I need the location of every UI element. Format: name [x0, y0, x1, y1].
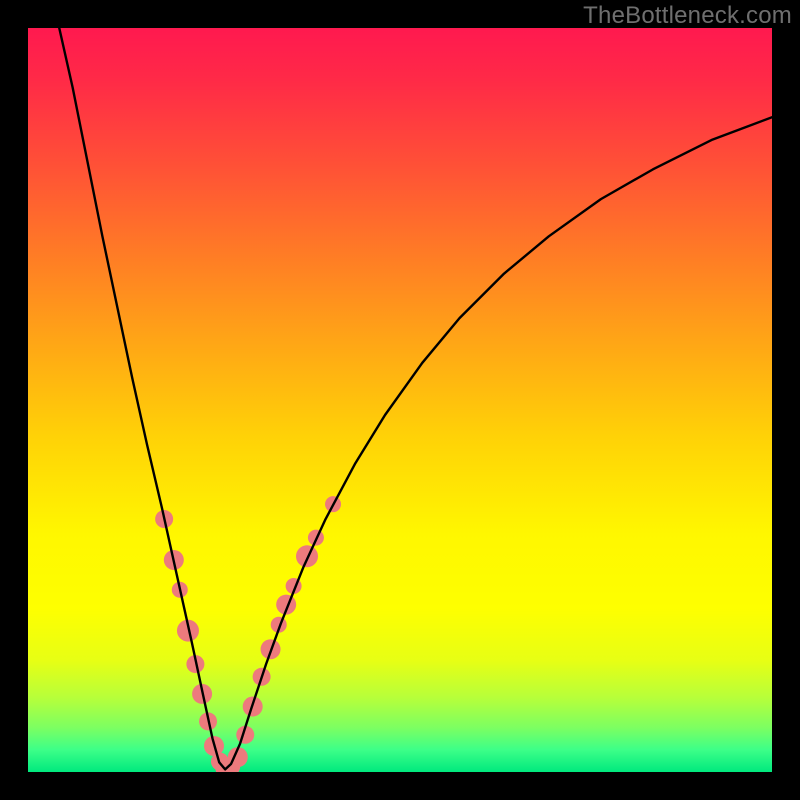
plot-area [28, 28, 772, 772]
gradient-background [28, 28, 772, 772]
watermark-text: TheBottleneck.com [583, 2, 792, 30]
data-marker [296, 545, 318, 567]
chart-svg [28, 28, 772, 772]
